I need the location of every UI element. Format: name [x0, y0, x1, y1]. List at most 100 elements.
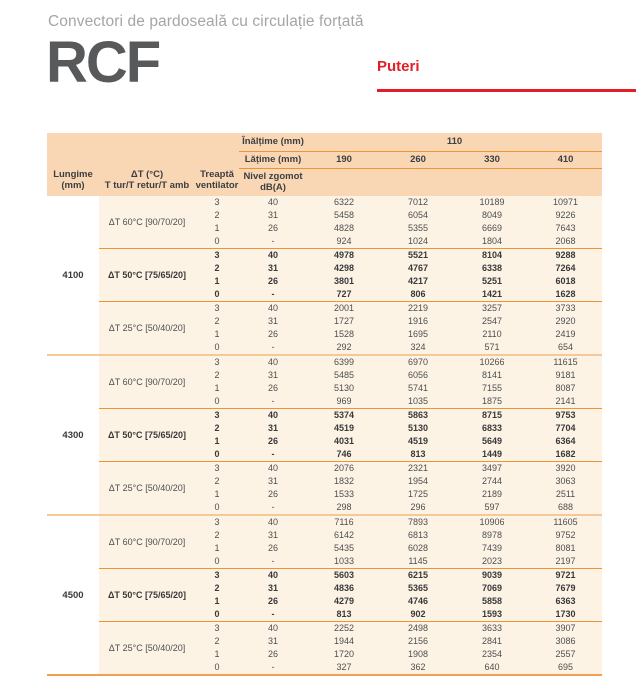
- power-value: 6142: [307, 529, 381, 542]
- fan-speed-value: 0: [195, 448, 239, 462]
- power-value: 7155: [455, 382, 529, 395]
- power-value: 1682: [529, 448, 603, 462]
- table-row: 1 26 4828 5355 6669 7643: [47, 222, 603, 235]
- power-value: 1421: [455, 288, 529, 302]
- power-value: 3733: [529, 301, 603, 315]
- powers-table-body: 4100 ΔT 60°C [90/70/20] 3 40 6322 7012 10189 10…: [47, 196, 603, 675]
- fan-speed-value: 1: [195, 648, 239, 661]
- noise-level-value: 31: [239, 582, 307, 595]
- noise-level-value: 26: [239, 382, 307, 395]
- noise-level-value: 40: [239, 196, 307, 209]
- power-value: 2920: [529, 315, 603, 328]
- fan-speed-value: 1: [195, 222, 239, 235]
- dt-group-label: ΔT 25°C [50/40/20]: [99, 301, 195, 355]
- power-value: 6813: [381, 529, 455, 542]
- power-value: 8104: [455, 248, 529, 262]
- table-row: ΔT 50°C [75/65/20] 3 40 5603 6215 9039 9721: [47, 568, 603, 622]
- power-value: 11615: [529, 354, 603, 369]
- power-value: 292: [307, 341, 381, 355]
- power-value: 5858: [455, 595, 529, 608]
- power-value: 2498: [381, 621, 455, 635]
- latime-value-260: 260: [381, 151, 455, 169]
- lungime-value: 4300: [47, 354, 99, 515]
- fan-speed-value: 2: [195, 422, 239, 435]
- table-row: 1 26 1533 1725 2189 2511: [47, 488, 603, 501]
- noise-level-value: 26: [239, 542, 307, 555]
- power-value: 324: [381, 341, 455, 355]
- power-value: 2557: [529, 648, 603, 661]
- col-header-lungime-l2: (mm): [61, 180, 85, 191]
- power-value: 2547: [455, 315, 529, 328]
- fan-speed-value: 2: [195, 582, 239, 595]
- col-header-dt: ΔT (°C) T tur/T retur/T amb: [99, 133, 195, 196]
- power-value: 7704: [529, 422, 603, 435]
- header-row-latime: Lățime (mm) 190 260 330 410: [47, 151, 603, 169]
- power-value: 2252: [307, 621, 381, 635]
- table-row: 2 31 4298 4767 6338 7264: [47, 262, 603, 275]
- power-value: 1916: [381, 315, 455, 328]
- red-divider-rule: [377, 89, 636, 92]
- table-row: 2 31 6142 6813 8978 9752: [47, 529, 603, 542]
- noise-level-value: 40: [239, 408, 307, 422]
- noise-level-value: 31: [239, 369, 307, 382]
- power-value: 11605: [529, 514, 603, 529]
- table-row: 0-327 362 640 695: [47, 661, 603, 675]
- power-value: 924: [307, 235, 381, 249]
- power-value: 4298: [307, 262, 381, 275]
- dt-group-label: ΔT 60°C [90/70/20]: [99, 354, 195, 409]
- latime-value-410: 410: [529, 151, 603, 169]
- fan-speed-value: 3: [195, 354, 239, 369]
- noise-level-value: 40: [239, 621, 307, 635]
- fan-speed-value: 1: [195, 542, 239, 555]
- fan-speed-value: 1: [195, 435, 239, 448]
- power-value: 688: [529, 501, 603, 515]
- noise-level-value: 31: [239, 475, 307, 488]
- table-row: 1 26 5130 5741 7155 8087: [47, 382, 603, 395]
- col-header-zgomot-l1: Nivel zgomot: [243, 171, 303, 183]
- power-value: 1720: [307, 648, 381, 661]
- table-row: 0-746 813 1449 1682: [47, 448, 603, 462]
- power-value: 7439: [455, 542, 529, 555]
- power-value: 1875: [455, 395, 529, 409]
- dt-group-label: ΔT 50°C [75/65/20]: [99, 568, 195, 622]
- table-row: 0-292 324 571 654: [47, 341, 603, 355]
- power-value: 3801: [307, 275, 381, 288]
- table-row: 1 26 1528 1695 2110 2419: [47, 328, 603, 341]
- power-value: 2141: [529, 395, 603, 409]
- power-value: 2076: [307, 461, 381, 475]
- power-value: 1035: [381, 395, 455, 409]
- power-value: 10266: [455, 354, 529, 369]
- power-value: 5130: [307, 382, 381, 395]
- noise-level-value: 40: [239, 354, 307, 369]
- noise-level-value: -: [239, 341, 307, 355]
- dt-group-label: ΔT 50°C [75/65/20]: [99, 408, 195, 462]
- dt-group-label: ΔT 60°C [90/70/20]: [99, 196, 195, 249]
- table-row: 0-813 902 1593 1730: [47, 608, 603, 622]
- power-value: 1024: [381, 235, 455, 249]
- table-row: 2 31 1727 1916 2547 2920: [47, 315, 603, 328]
- power-value: 7893: [381, 514, 455, 529]
- power-value: 1908: [381, 648, 455, 661]
- power-value: 7264: [529, 262, 603, 275]
- noise-level-value: -: [239, 448, 307, 462]
- power-value: 6399: [307, 354, 381, 369]
- noise-level-value: -: [239, 608, 307, 622]
- lungime-value: 4500: [47, 514, 99, 675]
- power-value: 296: [381, 501, 455, 515]
- power-value: 3257: [455, 301, 529, 315]
- power-value: 640: [455, 661, 529, 675]
- fan-speed-value: 3: [195, 301, 239, 315]
- power-value: 7679: [529, 582, 603, 595]
- noise-level-value: 26: [239, 435, 307, 448]
- power-value: 4217: [381, 275, 455, 288]
- power-value: 2419: [529, 328, 603, 341]
- power-value: 2219: [381, 301, 455, 315]
- power-value: 10906: [455, 514, 529, 529]
- fan-speed-value: 3: [195, 248, 239, 262]
- power-value: 3497: [455, 461, 529, 475]
- table-row: 1 26 1720 1908 2354 2557: [47, 648, 603, 661]
- power-value: 5485: [307, 369, 381, 382]
- col-header-treapta: Treaptă ventilator: [195, 133, 239, 196]
- power-value: 8715: [455, 408, 529, 422]
- power-value: 1954: [381, 475, 455, 488]
